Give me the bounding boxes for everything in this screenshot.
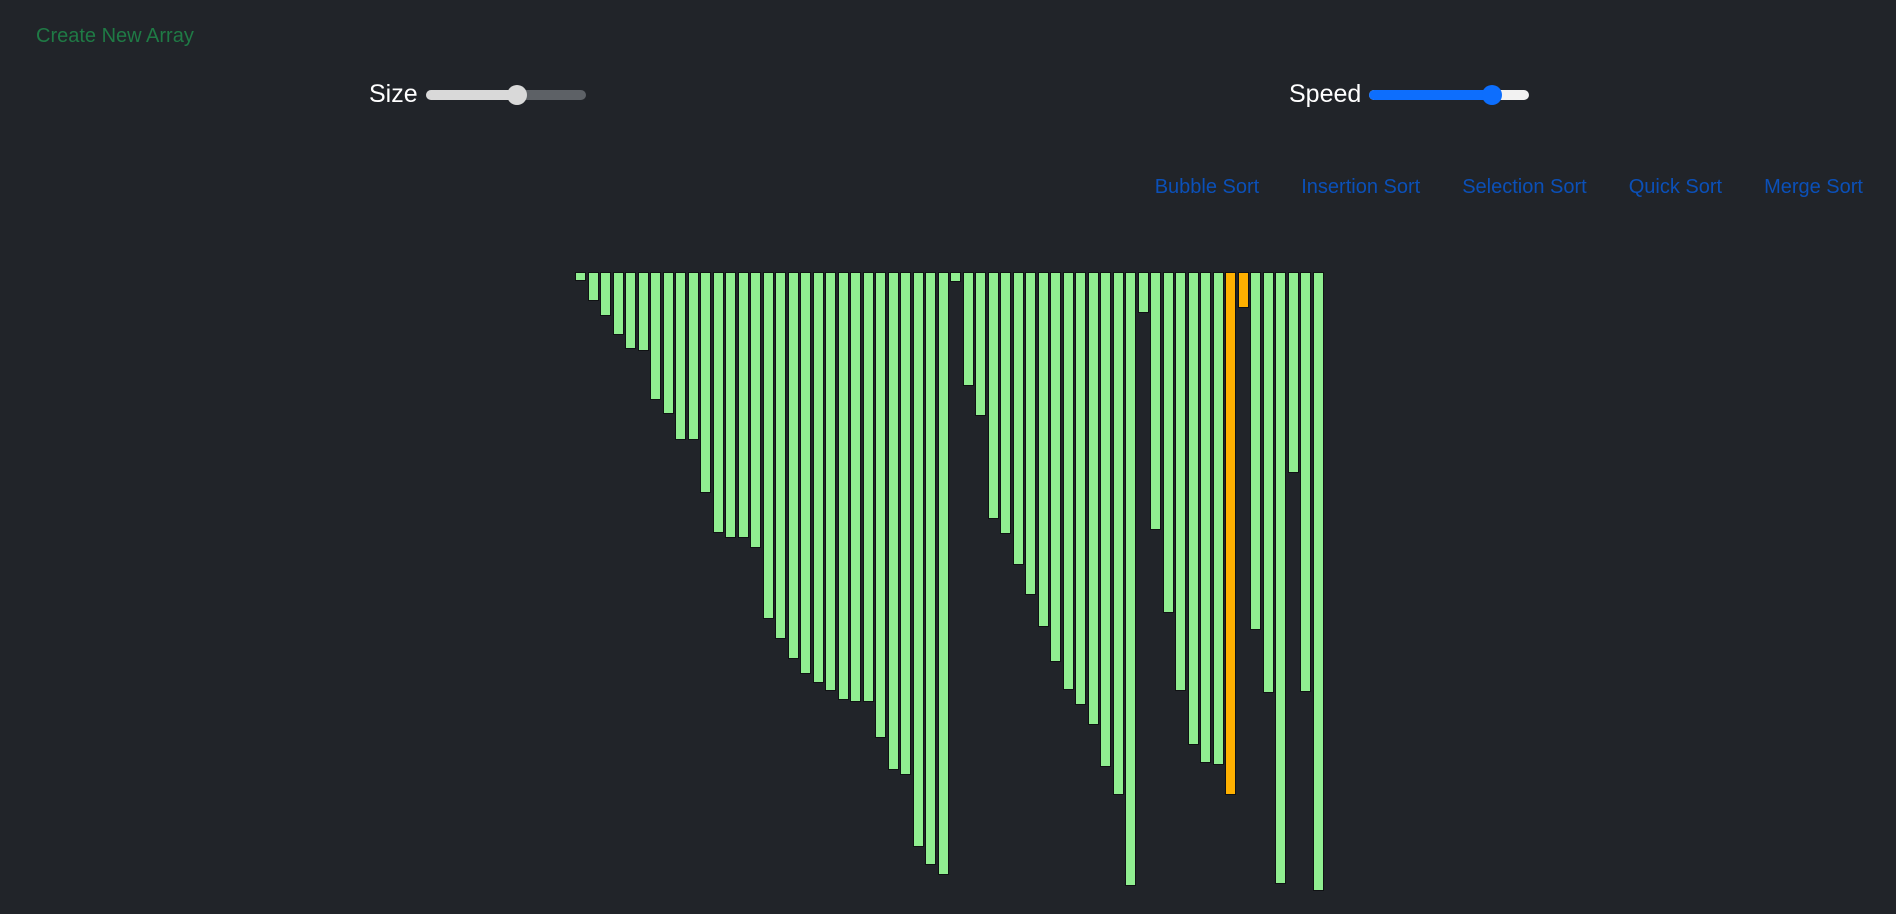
array-bar <box>1137 272 1149 313</box>
array-bar <box>1150 272 1161 530</box>
array-bar <box>1087 272 1099 725</box>
array-bar <box>987 272 999 519</box>
array-bar <box>587 272 599 301</box>
array-bar <box>1287 272 1299 473</box>
array-bar <box>1012 272 1024 565</box>
array-bar <box>1300 272 1311 692</box>
array-bar <box>1062 272 1074 690</box>
array-bar <box>950 272 961 282</box>
speed-slider-fill <box>1369 89 1493 100</box>
array-bar <box>937 272 949 875</box>
array-bar <box>1037 272 1049 627</box>
array-bar <box>737 272 749 538</box>
quick-sort-button[interactable]: Quick Sort <box>1628 176 1723 198</box>
size-control: Size <box>369 80 586 109</box>
array-bar <box>1050 272 1061 662</box>
array-bar <box>787 272 799 659</box>
array-bar <box>650 272 661 400</box>
speed-control: Speed <box>1289 80 1530 109</box>
array-bar <box>762 272 774 619</box>
merge-sort-button[interactable]: Merge Sort <box>1764 176 1863 198</box>
array-bar <box>750 272 761 548</box>
array-bar-active <box>1225 272 1236 795</box>
insertion-sort-button[interactable]: Insertion Sort <box>1301 176 1421 198</box>
array-bar <box>1250 272 1261 630</box>
array-bar <box>925 272 936 865</box>
selection-sort-button[interactable]: Selection Sort <box>1462 176 1587 198</box>
array-bar <box>850 272 861 702</box>
array-bar <box>1112 272 1124 795</box>
array-bar <box>600 272 611 316</box>
array-bar <box>625 272 636 349</box>
size-slider-thumb[interactable] <box>506 84 527 105</box>
array-bar <box>1262 272 1274 693</box>
array-bar <box>975 272 986 416</box>
array-bar <box>712 272 724 533</box>
array-bar <box>912 272 924 847</box>
array-bar <box>1025 272 1036 595</box>
array-bar <box>862 272 874 702</box>
array-bar <box>700 272 711 493</box>
array-bar <box>900 272 911 775</box>
array-bar <box>775 272 786 639</box>
speed-slider[interactable] <box>1369 84 1530 105</box>
array-bar <box>1000 272 1011 534</box>
array-bar <box>875 272 886 738</box>
array-bar <box>1075 272 1086 705</box>
bubble-sort-button[interactable]: Bubble Sort <box>1154 176 1260 198</box>
array-bar <box>1275 272 1286 884</box>
array-bar <box>812 272 824 683</box>
array-bar <box>637 272 649 351</box>
size-slider-fill <box>425 89 517 100</box>
array-bar <box>1212 272 1224 765</box>
array-bar <box>837 272 849 700</box>
array-bar <box>687 272 699 440</box>
array-bar <box>725 272 736 538</box>
array-bar <box>662 272 674 414</box>
array-bar <box>612 272 624 335</box>
array-bar <box>800 272 811 674</box>
array-bar <box>1200 272 1211 763</box>
speed-label: Speed <box>1289 80 1362 108</box>
array-bar <box>1312 272 1324 891</box>
array-bar <box>1125 272 1136 886</box>
sort-algorithm-nav: Bubble Sort Insertion Sort Selection Sor… <box>1155 176 1863 199</box>
array-bar <box>675 272 686 440</box>
array-bars <box>575 272 1325 912</box>
speed-slider-thumb[interactable] <box>1482 84 1503 105</box>
array-bar <box>825 272 836 691</box>
array-bar <box>887 272 899 770</box>
array-bar <box>1162 272 1174 613</box>
create-new-array-button[interactable]: Create New Array <box>36 25 194 47</box>
array-bar <box>1175 272 1186 691</box>
array-bar <box>962 272 974 386</box>
size-slider[interactable] <box>425 84 586 105</box>
array-bar-active <box>1237 272 1249 308</box>
array-bar <box>1100 272 1111 767</box>
size-label: Size <box>369 80 418 108</box>
array-bar <box>575 272 586 281</box>
array-bar <box>1187 272 1199 745</box>
